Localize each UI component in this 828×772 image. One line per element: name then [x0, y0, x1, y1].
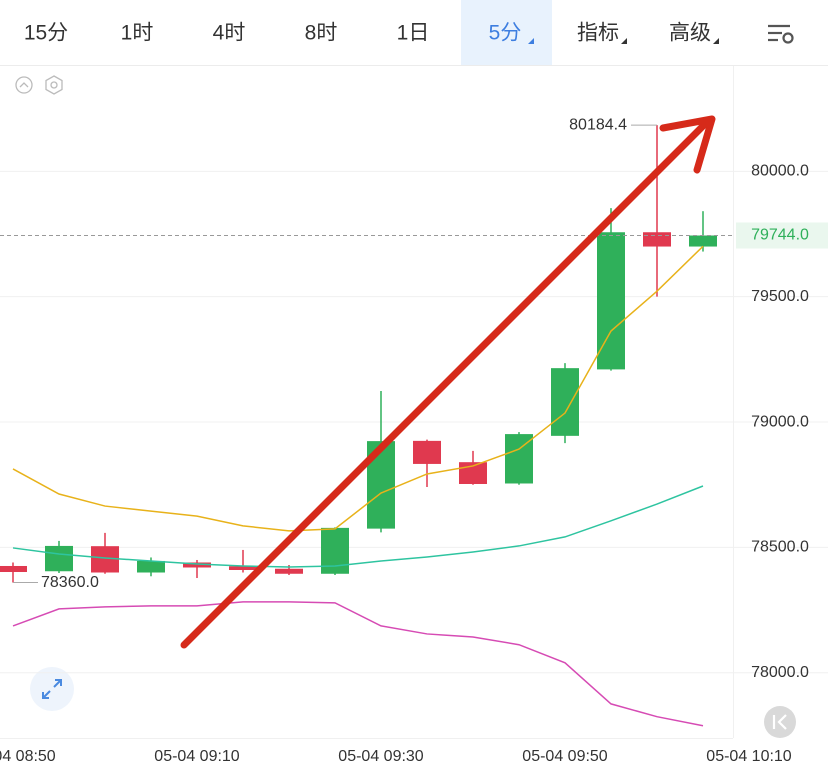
tab[interactable]: 4时 — [213, 22, 246, 45]
candle-body — [0, 565, 27, 573]
trend-arrow — [180, 115, 716, 649]
x-tick-label: 05-04 08:50 — [0, 748, 56, 765]
candle-body — [413, 440, 441, 464]
active-tab-bg — [461, 0, 552, 65]
ma-line — [12, 245, 704, 532]
tab[interactable]: 1日 — [397, 22, 430, 45]
ma-line — [12, 485, 704, 568]
candle-body — [183, 562, 211, 568]
x-tick-label: 05-04 10:10 — [706, 748, 792, 765]
dropdown-caret — [621, 38, 627, 44]
last-price-label: 79744.0 — [751, 227, 809, 244]
dropdown-caret — [528, 38, 534, 44]
low-label: 78360.0 — [41, 574, 99, 591]
dropdown-caret — [713, 38, 719, 44]
tab[interactable]: 高级 — [669, 22, 711, 45]
candle-body — [275, 568, 303, 574]
candle-body — [551, 368, 579, 436]
candle-body — [91, 546, 119, 573]
x-tick-label: 05-04 09:50 — [522, 748, 608, 765]
y-tick-label: 79500.0 — [751, 288, 809, 305]
y-tick-label: 78500.0 — [751, 539, 809, 556]
candle-body — [229, 566, 257, 570]
collapse-icon[interactable] — [15, 75, 63, 95]
tab[interactable]: 5分 — [489, 22, 522, 45]
x-tick-label: 05-04 09:30 — [338, 748, 424, 765]
settings-icon[interactable] — [768, 24, 794, 44]
y-tick-label: 79000.0 — [751, 413, 809, 430]
reset-button[interactable] — [764, 706, 796, 738]
y-tick-label: 78000.0 — [751, 664, 809, 681]
high-label: 80184.4 — [569, 116, 627, 133]
candle-body — [137, 560, 165, 573]
expand-button[interactable] — [30, 667, 74, 711]
y-tick-label: 80000.0 — [751, 163, 809, 180]
ma-line — [12, 601, 704, 727]
x-tick-label: 05-04 09:10 — [154, 748, 240, 765]
candle-body — [689, 235, 717, 247]
tab[interactable]: 1时 — [121, 22, 154, 45]
tab[interactable]: 指标 — [577, 22, 619, 45]
tab[interactable]: 8时 — [305, 22, 338, 45]
candle-body — [45, 545, 73, 572]
tab[interactable]: 15分 — [24, 22, 68, 45]
candle-body — [643, 232, 671, 247]
last-price-bg — [736, 222, 828, 249]
